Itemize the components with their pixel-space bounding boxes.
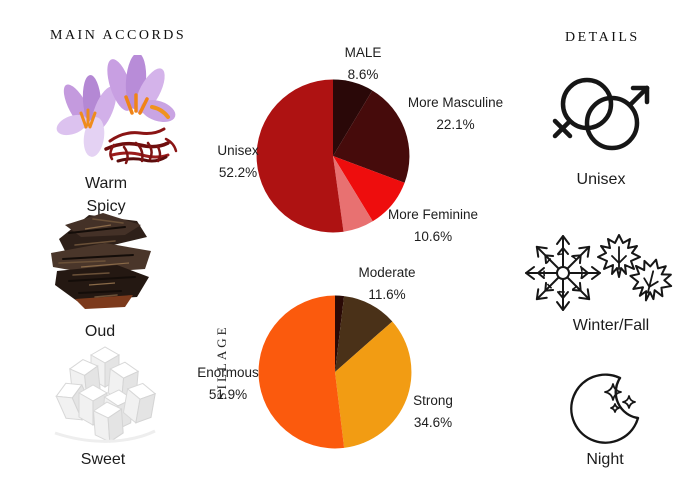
slice-pct-text: 52.2% <box>218 164 258 180</box>
sugar-cube-pile <box>52 346 158 444</box>
pie-slice-unlabeled <box>333 156 373 232</box>
sillage-pie-chart <box>258 295 412 449</box>
snowflake-icon <box>525 235 601 311</box>
pie-label-moderate: Moderate 11.6% <box>337 262 437 305</box>
pie-slice-more-feminine <box>333 156 405 222</box>
saffron-threads <box>104 127 178 165</box>
crescent-moon-shape <box>570 373 640 444</box>
slice-pct-text: 51.9% <box>208 386 248 402</box>
pie-slice-male <box>333 79 373 156</box>
details-header: DETAILS <box>565 30 640 45</box>
pie-slice-unlabeled <box>335 295 345 372</box>
pie-slice-enormous <box>258 295 345 449</box>
accord-label-warm-spicy: Warm Spicy <box>84 175 128 216</box>
pie-label-enormous: Enormous 51.9% <box>183 362 273 405</box>
pie-slice-unisex <box>256 79 344 233</box>
pie-label-strong: Strong 34.6% <box>383 390 483 433</box>
slice-pct-text: 22.1% <box>436 116 475 132</box>
slice-label-text: MALE <box>344 45 382 60</box>
slice-label-text: Unisex <box>217 143 259 158</box>
accord-label-oud: Oud <box>84 323 116 340</box>
pie-slice-more-masculine <box>333 90 410 183</box>
slice-pct-text: 34.6% <box>413 414 453 430</box>
detail-label-winter-fall: Winter/Fall <box>572 317 650 334</box>
pie-label-unisex: Unisex 52.2% <box>198 140 278 183</box>
sugar-cubes-image <box>52 346 158 444</box>
slice-label-text: Enormous <box>197 365 259 380</box>
slice-pct-text: 8.6% <box>347 66 379 82</box>
detail-label-night: Night <box>586 451 624 468</box>
slice-pct-text: 10.6% <box>413 228 453 244</box>
night-icon <box>570 373 640 444</box>
slice-label-text: More Masculine <box>407 95 504 110</box>
detail-label-unisex: Unisex <box>576 171 626 188</box>
slice-pct-text: 11.6% <box>368 286 406 302</box>
slice-label-text: Moderate <box>358 265 416 280</box>
pie-label-more-masculine: More Masculine 22.1% <box>393 92 518 135</box>
sparkle-stars <box>604 383 636 413</box>
oud-wood-image <box>51 213 151 309</box>
pie-slice-moderate <box>335 296 393 372</box>
crocus-flower-left <box>56 75 117 157</box>
slice-label-text: Strong <box>413 393 453 408</box>
crocus-flower-right <box>107 55 176 123</box>
maple-leaves-icon <box>597 234 675 307</box>
main-accords-header: MAIN ACCORDS <box>50 28 187 43</box>
gender-pie-chart <box>256 79 410 233</box>
gender-unisex-icon <box>552 77 650 151</box>
oud-bark-pieces <box>51 213 151 309</box>
accord-label-sweet: Sweet <box>80 451 126 468</box>
slice-label-text: More Feminine <box>387 207 479 222</box>
pie-slice-strong <box>335 321 412 448</box>
pie-label-male: MALE 8.6% <box>323 42 403 85</box>
pie-label-more-feminine: More Feminine 10.6% <box>373 204 493 247</box>
saffron-crocus-image <box>56 55 178 165</box>
winter-fall-icon <box>525 234 675 311</box>
